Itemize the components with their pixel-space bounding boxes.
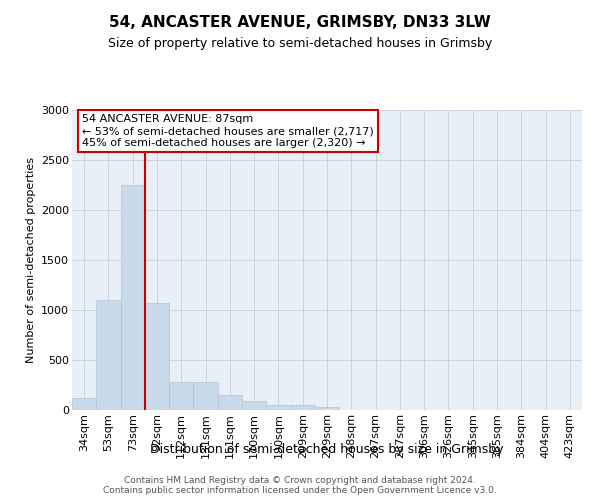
Text: Contains HM Land Registry data © Crown copyright and database right 2024.
Contai: Contains HM Land Registry data © Crown c…: [103, 476, 497, 495]
Bar: [121, 185, 145, 410]
Bar: [242, 401, 266, 410]
Bar: [290, 405, 315, 410]
Bar: [169, 382, 193, 410]
Bar: [218, 395, 242, 410]
Text: Distribution of semi-detached houses by size in Grimsby: Distribution of semi-detached houses by …: [150, 442, 504, 456]
Bar: [72, 398, 96, 410]
Bar: [96, 300, 121, 410]
Text: 54, ANCASTER AVENUE, GRIMSBY, DN33 3LW: 54, ANCASTER AVENUE, GRIMSBY, DN33 3LW: [109, 15, 491, 30]
Text: 54 ANCASTER AVENUE: 87sqm
← 53% of semi-detached houses are smaller (2,717)
45% : 54 ANCASTER AVENUE: 87sqm ← 53% of semi-…: [82, 114, 374, 148]
Bar: [145, 303, 169, 410]
Text: Size of property relative to semi-detached houses in Grimsby: Size of property relative to semi-detach…: [108, 38, 492, 51]
Bar: [315, 407, 339, 410]
Y-axis label: Number of semi-detached properties: Number of semi-detached properties: [26, 157, 35, 363]
Bar: [193, 382, 218, 410]
Bar: [266, 405, 290, 410]
